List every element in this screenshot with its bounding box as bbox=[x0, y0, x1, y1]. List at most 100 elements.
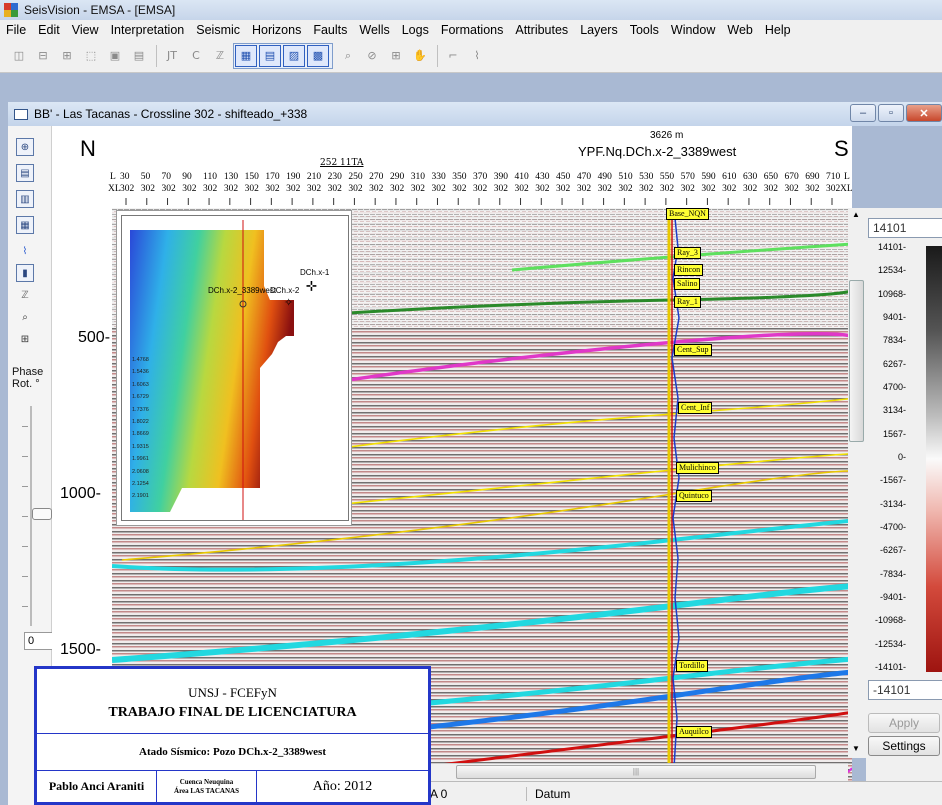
split-horizontal-icon[interactable]: ⊟ bbox=[38, 49, 48, 62]
menu-window[interactable]: Window bbox=[670, 22, 716, 37]
horizon-tag-tordillo[interactable]: Tordillo bbox=[676, 660, 708, 672]
density-display-icon[interactable]: ▤ bbox=[259, 44, 281, 67]
well-label-dch-x1: DCh.x-1 bbox=[300, 268, 330, 277]
horizon-tag-ray-1[interactable]: Ray_1 bbox=[674, 296, 701, 308]
crossline-tick-label: 302 bbox=[140, 184, 155, 194]
horizon-tag-salino[interactable]: Salino bbox=[674, 278, 701, 290]
horizon-line[interactable] bbox=[112, 583, 852, 663]
menu-logs[interactable]: Logs bbox=[401, 22, 429, 37]
map-view-icon[interactable]: ▣ bbox=[109, 49, 121, 62]
scroll-down-arrow-icon[interactable]: ▼ bbox=[852, 744, 860, 753]
section-header: N S 3626 m YPF.Nq.DCh.x-2_3389west 252 1… bbox=[52, 126, 852, 205]
settings-button[interactable]: Settings bbox=[868, 736, 940, 756]
z-scale-icon[interactable]: ℤ bbox=[215, 49, 225, 62]
child-window-title: BB' - Las Tacanas - Crossline 302 - shif… bbox=[34, 107, 308, 121]
menu-edit[interactable]: Edit bbox=[38, 22, 60, 37]
pick-tool-icon[interactable]: ⌐ bbox=[448, 49, 458, 62]
phase-slider-thumb[interactable] bbox=[32, 508, 52, 520]
cube-view-icon[interactable]: ⬚ bbox=[85, 49, 97, 62]
menu-seismic[interactable]: Seismic bbox=[196, 22, 241, 37]
vertical-scrollbar[interactable]: ▲ ▼ bbox=[848, 208, 866, 758]
menu-formations[interactable]: Formations bbox=[440, 22, 504, 37]
scroll-thumb[interactable] bbox=[849, 280, 864, 442]
colorbar-tick-label: 10968- bbox=[877, 288, 906, 299]
scroll-up-arrow-icon[interactable]: ▲ bbox=[852, 210, 860, 219]
well-distance: 3626 m bbox=[650, 130, 684, 141]
horizon-line[interactable] bbox=[121, 470, 852, 561]
window-controls: – ▫ ✕ bbox=[848, 104, 942, 122]
menu-file[interactable]: File bbox=[6, 22, 27, 37]
wavelet-icon[interactable]: ⌇ bbox=[22, 245, 28, 257]
toolbar-separator bbox=[156, 44, 157, 67]
minimize-button[interactable]: – bbox=[850, 104, 876, 122]
wiggle-display-icon[interactable]: ▦ bbox=[235, 44, 257, 67]
inline-tick-label: 650 bbox=[763, 172, 778, 182]
horizon-tag-base-nqn[interactable]: Base_NQN bbox=[666, 208, 709, 220]
jt-button[interactable]: JT bbox=[167, 49, 177, 62]
close-button[interactable]: ✕ bbox=[906, 104, 942, 122]
wiggle-icon[interactable]: ▦ bbox=[16, 216, 34, 234]
menu-attributes[interactable]: Attributes bbox=[515, 22, 569, 37]
pan-hand-icon[interactable]: ✋ bbox=[413, 49, 427, 62]
menu-tools[interactable]: Tools bbox=[629, 22, 659, 37]
hscroll-thumb[interactable]: ||| bbox=[456, 765, 816, 779]
zoom-icon[interactable]: ⌕ bbox=[344, 48, 352, 62]
horizon-tag-cent-inf[interactable]: Cent_Inf bbox=[678, 402, 713, 414]
zoom-fit-icon[interactable]: ⊕ bbox=[16, 138, 34, 156]
grid-display-icon[interactable]: ▩ bbox=[307, 44, 329, 67]
menu-layers[interactable]: Layers bbox=[580, 22, 618, 37]
fit-icon[interactable]: ⊞ bbox=[391, 49, 401, 62]
overlay-display-icon[interactable]: ▨ bbox=[283, 44, 305, 67]
fa-display-icon[interactable]: ▤ bbox=[16, 164, 34, 182]
magnify-icon[interactable]: ⌕ bbox=[22, 311, 28, 323]
color-max-input[interactable]: 14101 bbox=[868, 218, 942, 238]
z-scale-icon[interactable]: ℤ bbox=[21, 289, 29, 301]
inline-tick-label: 370 bbox=[473, 172, 488, 182]
menu-faults[interactable]: Faults bbox=[313, 22, 348, 37]
amplitude-colorbar bbox=[926, 246, 942, 672]
variable-density-icon[interactable]: ▥ bbox=[16, 190, 34, 208]
crossline-tick-label: 302 bbox=[182, 184, 197, 194]
inset-map-frame: DCh.x-1 DCh.x-2_3389west DCh.x-2 ⊹ ✧ 1.4… bbox=[121, 215, 349, 521]
menu-help[interactable]: Help bbox=[764, 22, 791, 37]
menu-web[interactable]: Web bbox=[727, 22, 753, 37]
section-view-icon[interactable]: ▤ bbox=[133, 49, 145, 62]
horizon-line[interactable] bbox=[271, 288, 852, 320]
zoom-reset-icon[interactable]: ⊘ bbox=[367, 49, 377, 62]
phase-slider-track[interactable] bbox=[30, 406, 32, 626]
maximize-button[interactable]: ▫ bbox=[878, 104, 904, 122]
basin-area: Cuenca Neuquina Área LAS TACANAS bbox=[157, 771, 257, 802]
horizon-tag-quintuco[interactable]: Quintuco bbox=[676, 490, 712, 502]
inset-map[interactable]: DCh.x-1 DCh.x-2_3389west DCh.x-2 ⊹ ✧ 1.4… bbox=[116, 210, 352, 526]
split-view-icon[interactable]: ⊞ bbox=[62, 49, 72, 62]
colorbar-tick-label: 6267- bbox=[882, 358, 906, 369]
horizon-tag-ray-3[interactable]: Ray_3 bbox=[674, 247, 701, 259]
horizon-tag-rincon[interactable]: Rincon bbox=[674, 264, 704, 276]
inline-tick-label: 210 bbox=[306, 172, 322, 182]
color-min-input[interactable]: -14101 bbox=[868, 680, 942, 700]
apply-button[interactable]: Apply bbox=[868, 713, 940, 733]
menu-horizons[interactable]: Horizons bbox=[252, 22, 302, 37]
crossline-tick-label: 302 bbox=[576, 184, 592, 194]
autotrack-icon[interactable]: ⌇ bbox=[474, 49, 480, 62]
horizon-tag-auquilco[interactable]: Auquilco bbox=[676, 726, 712, 738]
menu-view[interactable]: View bbox=[71, 22, 99, 37]
child-window-title-bar[interactable]: BB' - Las Tacanas - Crossline 302 - shif… bbox=[8, 102, 942, 126]
single-view-icon[interactable]: ◫ bbox=[13, 49, 25, 62]
year: Año: 2012 bbox=[312, 778, 373, 794]
horizon-tag-cent-sup[interactable]: Cent_Sup bbox=[674, 344, 712, 356]
horizon-tag-mulichinco[interactable]: Mulichinco bbox=[676, 462, 719, 474]
fit-window-icon[interactable]: ⊞ bbox=[20, 333, 30, 345]
colorbar-tick-label: 14101- bbox=[877, 242, 906, 252]
horizontal-scrollbar[interactable]: ||| bbox=[426, 763, 848, 781]
horizon-line[interactable] bbox=[112, 516, 852, 572]
colorbar-tick-label: 3134- bbox=[882, 405, 906, 416]
menu-interpretation[interactable]: Interpretation bbox=[110, 22, 185, 37]
rotation-input[interactable]: 0 bbox=[24, 632, 54, 650]
inline-tick-label: 710 bbox=[826, 172, 841, 182]
color-scale-icon[interactable]: ▮ bbox=[16, 264, 34, 282]
colorbar-tick-label: 7834- bbox=[882, 335, 906, 346]
c-button[interactable]: C bbox=[192, 49, 200, 62]
menu-wells[interactable]: Wells bbox=[359, 22, 390, 37]
inline-tick-label: 90 bbox=[182, 172, 192, 182]
